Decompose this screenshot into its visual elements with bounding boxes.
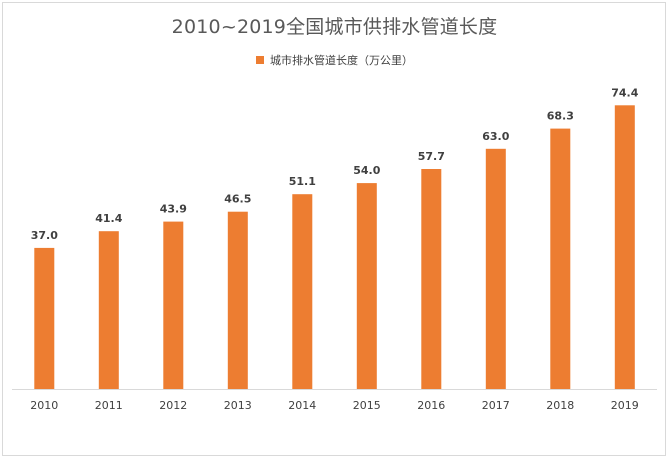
- legend-swatch: [256, 56, 264, 64]
- bar-2013: [227, 211, 248, 389]
- legend: 城市排水管道长度（万公里）: [0, 52, 669, 68]
- data-label-2013: 46.5: [224, 193, 251, 206]
- legend-label: 城市排水管道长度（万公里）: [270, 54, 413, 67]
- bar-2017: [485, 148, 506, 389]
- x-tick-label-2019: 2019: [611, 399, 639, 412]
- x-tick-label-2014: 2014: [288, 399, 316, 412]
- x-tick-label-2010: 2010: [30, 399, 58, 412]
- data-label-2011: 41.4: [95, 212, 122, 225]
- data-label-2017: 63.0: [482, 130, 509, 143]
- bar-labels-group: 37.0 41.4 43.9 46.5 51.1 54.0 57.7 63.0 68.3 74.4: [31, 86, 639, 242]
- x-tick-label-2011: 2011: [95, 399, 123, 412]
- bars-group: [34, 105, 635, 390]
- bar-2016: [421, 169, 442, 389]
- bar-2014: [292, 194, 313, 389]
- data-label-2010: 37.0: [31, 229, 58, 242]
- data-label-2012: 43.9: [160, 203, 187, 216]
- bar-2011: [98, 231, 119, 389]
- x-tick-label-2017: 2017: [482, 399, 510, 412]
- x-tick-label-2015: 2015: [353, 399, 381, 412]
- x-tick-label-2018: 2018: [546, 399, 574, 412]
- data-label-2018: 68.3: [547, 110, 574, 123]
- bar-2010: [34, 247, 55, 389]
- bar-2018: [550, 128, 571, 389]
- data-label-2015: 54.0: [353, 164, 380, 177]
- x-tick-labels-group: 2010 2011 2012 2013 2014 2015 2016 2017 2018 2019: [30, 399, 639, 412]
- bar-2012: [163, 221, 184, 389]
- data-label-2016: 57.7: [418, 150, 445, 163]
- x-tick-label-2016: 2016: [417, 399, 445, 412]
- data-label-2019: 74.4: [611, 86, 638, 99]
- data-label-2014: 51.1: [289, 175, 316, 188]
- bar-2015: [356, 183, 377, 389]
- bar-2019: [614, 105, 635, 390]
- x-tick-label-2013: 2013: [224, 399, 252, 412]
- x-tick-label-2012: 2012: [159, 399, 187, 412]
- chart-title: 2010~2019全国城市供排水管道长度: [171, 16, 498, 38]
